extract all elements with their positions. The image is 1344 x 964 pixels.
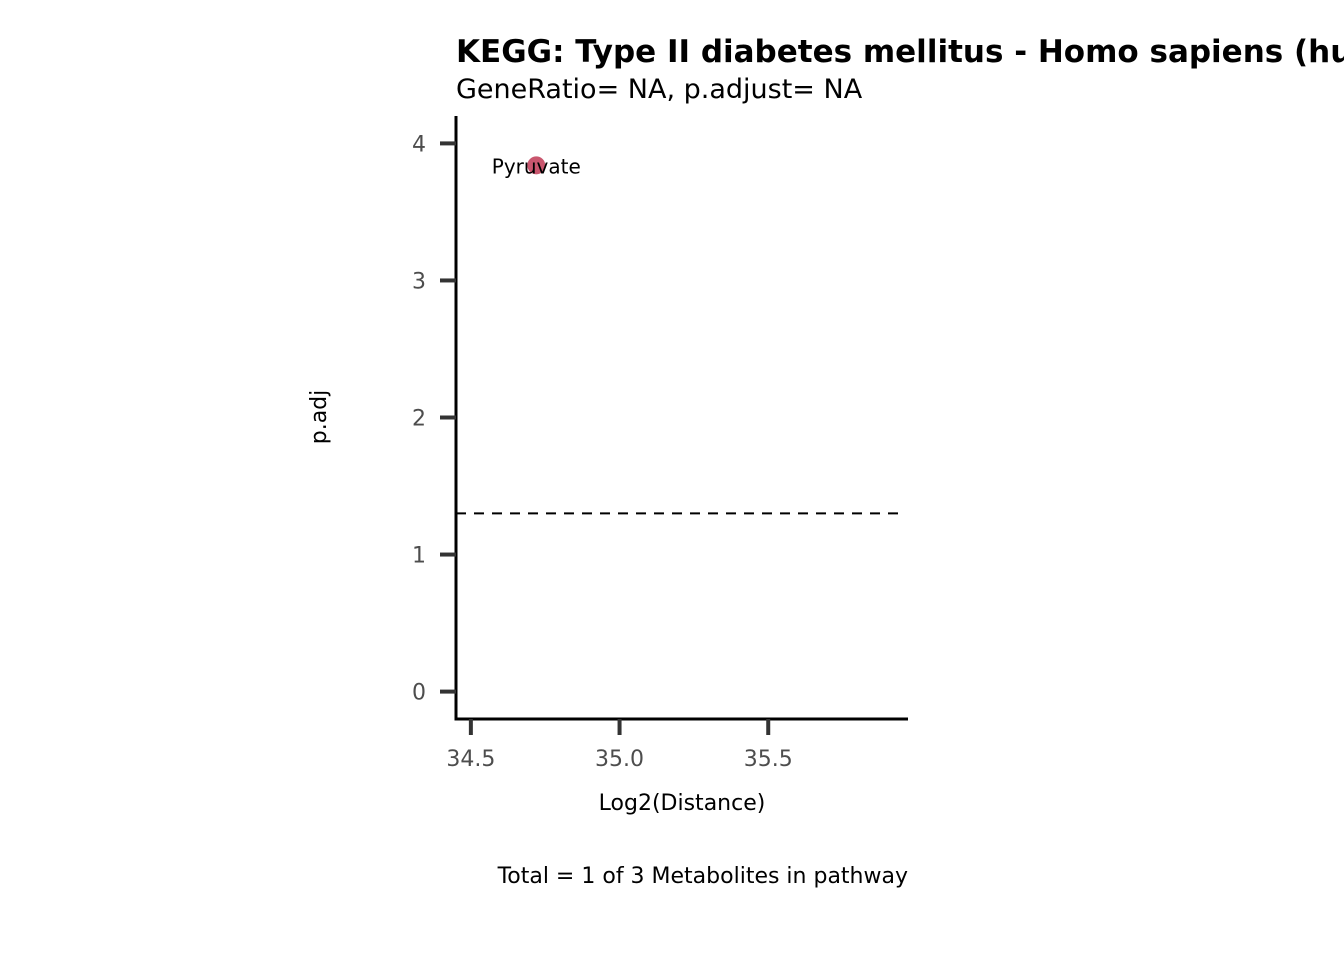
y-tick-label: 2 [412,407,426,432]
x-tick-label: 35.0 [595,747,644,772]
chart-caption: Total = 1 of 3 Metabolites in pathway [497,864,908,889]
y-tick-label: 1 [412,544,426,569]
data-point-label: Pyruvate [492,154,581,178]
chart-subtitle: GeneRatio= NA, p.adjust= NA [456,74,863,105]
y-tick-label: 3 [412,269,426,294]
y-tick-label: 4 [412,132,426,157]
x-axis-label: Log2(Distance) [599,791,766,816]
y-axis-label: p.adj [307,390,332,445]
x-ticks: 34.5 35.0 35.5 [446,719,793,772]
x-tick-label: 34.5 [446,747,495,772]
x-tick-label: 35.5 [744,747,793,772]
data-point [527,156,546,175]
chart-title: KEGG: Type II diabetes mellitus - Homo s… [456,34,1344,70]
y-tick-label: 0 [412,681,426,706]
y-ticks: 0 1 2 3 4 [412,132,456,706]
points-layer: Pyruvate [492,154,581,178]
